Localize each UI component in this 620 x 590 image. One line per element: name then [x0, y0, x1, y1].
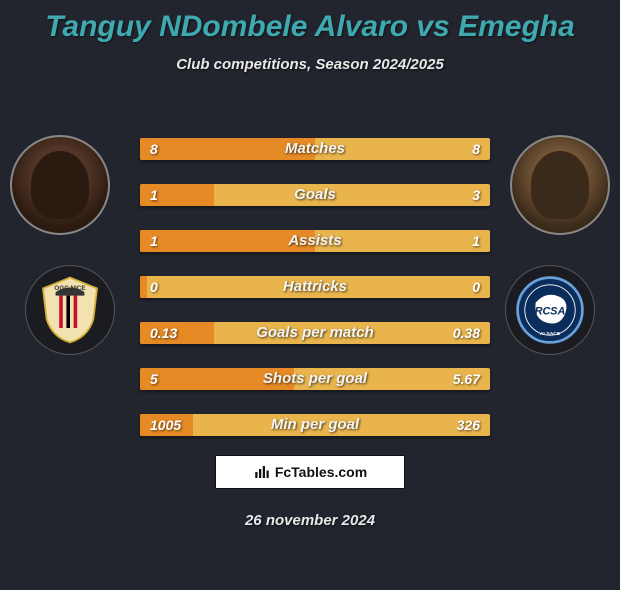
stat-fill: [140, 276, 147, 298]
stat-right-value: 5.67: [453, 368, 480, 390]
stat-label: Assists: [288, 230, 341, 252]
club-left-badge: OGC NICE: [25, 265, 115, 355]
page-subtitle: Club competitions, Season 2024/2025: [0, 56, 620, 73]
stat-row: 0.13 Goals per match 0.38: [140, 322, 490, 344]
stats-bars: 8 Matches 8 1 Goals 3 1 Assists 1 0 Hattricks 0 0.13…: [140, 138, 490, 460]
player-left-avatar: [10, 135, 110, 235]
stat-left-value: 8: [150, 138, 158, 160]
stat-right-value: 8: [472, 138, 480, 160]
club-right-badge: RCSA ALSACE: [505, 265, 595, 355]
stat-label: Matches: [285, 138, 345, 160]
stat-row: 1 Goals 3: [140, 184, 490, 206]
svg-text:OGC NICE: OGC NICE: [54, 285, 85, 292]
avatar-silhouette: [531, 151, 589, 218]
stat-left-value: 5: [150, 368, 158, 390]
stat-right-value: 0.38: [453, 322, 480, 344]
stat-right-value: 326: [457, 414, 480, 436]
stat-left-value: 1: [150, 184, 158, 206]
stat-left-value: 1005: [150, 414, 181, 436]
stat-label: Min per goal: [271, 414, 359, 436]
stat-left-value: 1: [150, 230, 158, 252]
stat-label: Hattricks: [283, 276, 347, 298]
stat-row: 1005 Min per goal 326: [140, 414, 490, 436]
stat-label: Goals: [294, 184, 336, 206]
stat-row: 1 Assists 1: [140, 230, 490, 252]
stat-label: Shots per goal: [263, 368, 367, 390]
stat-label: Goals per match: [256, 322, 374, 344]
nice-crest-icon: OGC NICE: [34, 274, 106, 346]
stat-row: 8 Matches 8: [140, 138, 490, 160]
footer-date: 26 november 2024: [245, 512, 375, 529]
svg-text:ALSACE: ALSACE: [540, 331, 561, 337]
avatar-silhouette: [31, 151, 89, 218]
branding-label: FcTables.com: [275, 464, 367, 480]
stat-left-value: 0.13: [150, 322, 177, 344]
stat-right-value: 3: [472, 184, 480, 206]
stat-right-value: 0: [472, 276, 480, 298]
strasbourg-crest-icon: RCSA ALSACE: [514, 274, 586, 346]
chart-icon: [253, 463, 271, 481]
stat-left-value: 0: [150, 276, 158, 298]
player-right-avatar: [510, 135, 610, 235]
stat-row: 5 Shots per goal 5.67: [140, 368, 490, 390]
branding-badge[interactable]: FcTables.com: [215, 455, 405, 489]
stat-row: 0 Hattricks 0: [140, 276, 490, 298]
page-title: Tanguy NDombele Alvaro vs Emegha: [0, 10, 620, 44]
svg-text:RCSA: RCSA: [535, 306, 566, 318]
stat-right-value: 1: [472, 230, 480, 252]
